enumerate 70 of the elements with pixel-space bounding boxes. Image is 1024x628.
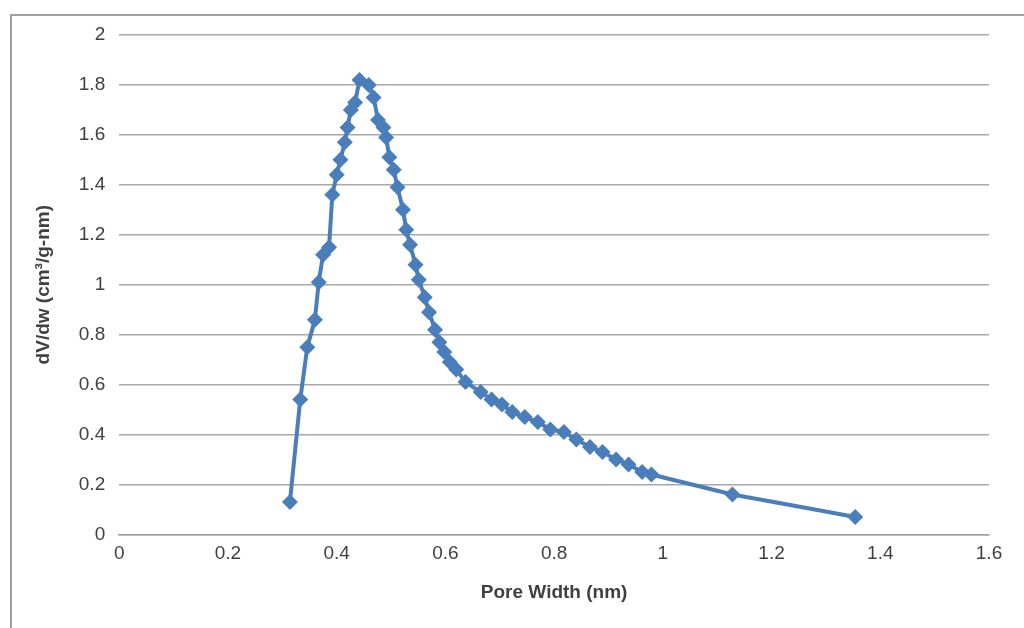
y-axis-title: dV/dw (cm³/g-nm)	[31, 205, 53, 365]
x-tick-label: 0.4	[323, 542, 351, 564]
point	[847, 508, 864, 525]
point	[336, 134, 353, 151]
x-tick-label: 0.2	[214, 542, 242, 564]
x-axis-title: Pore Width (nm)	[480, 580, 628, 602]
point	[381, 149, 398, 166]
point	[398, 221, 415, 238]
y-tick-label: 0.8	[78, 322, 106, 344]
point	[529, 414, 546, 431]
x-tick-label: 0.8	[540, 542, 568, 564]
y-tick-label: 1.2	[78, 222, 106, 244]
point	[389, 179, 406, 196]
y-tick-label: 0.6	[78, 372, 106, 394]
x-tick-label: 1.2	[758, 542, 785, 564]
point	[407, 256, 424, 273]
point	[493, 396, 510, 413]
point	[421, 304, 438, 321]
point	[378, 129, 395, 146]
y-tick-label: 0.2	[78, 472, 106, 494]
point	[310, 274, 327, 291]
point	[321, 239, 338, 256]
point	[306, 311, 323, 328]
y-tick-label: 2	[94, 23, 106, 45]
point	[483, 391, 500, 408]
y-tick-label: 0	[94, 522, 106, 544]
point	[375, 119, 392, 136]
point	[568, 431, 585, 448]
point	[542, 421, 559, 438]
x-tick-label: 1.4	[867, 542, 894, 564]
y-tick-label: 1	[94, 272, 106, 294]
point	[594, 444, 611, 460]
point	[581, 439, 598, 456]
point	[360, 76, 377, 93]
point	[516, 409, 533, 426]
point	[402, 236, 419, 253]
x-tick-label: 1.6	[975, 542, 1003, 564]
point	[472, 384, 489, 401]
point	[281, 493, 298, 510]
point	[385, 161, 402, 178]
point	[724, 486, 741, 503]
point	[448, 361, 465, 378]
point	[431, 334, 448, 351]
point	[427, 321, 444, 338]
point	[620, 456, 637, 473]
x-tick-label: 0	[113, 542, 125, 564]
point	[410, 271, 427, 288]
point	[351, 71, 368, 88]
x-tick-label: 0.6	[432, 542, 459, 564]
y-tick-label: 1.8	[78, 73, 106, 95]
point	[328, 166, 345, 183]
y-tick-label: 1.6	[78, 123, 106, 145]
point	[324, 186, 341, 203]
x-tick-label: 1	[657, 542, 669, 564]
point	[347, 94, 364, 111]
point	[332, 151, 349, 168]
point	[608, 451, 625, 468]
point	[436, 344, 453, 361]
y-tick-label: 0.4	[78, 422, 106, 444]
point	[457, 374, 474, 391]
point	[394, 201, 411, 218]
point	[416, 289, 433, 306]
point	[555, 424, 572, 441]
point	[365, 89, 382, 106]
point	[504, 404, 521, 421]
point	[643, 466, 660, 483]
point	[292, 391, 309, 408]
point	[299, 339, 316, 356]
y-tick-label: 1.4	[78, 173, 106, 195]
point	[339, 119, 356, 136]
